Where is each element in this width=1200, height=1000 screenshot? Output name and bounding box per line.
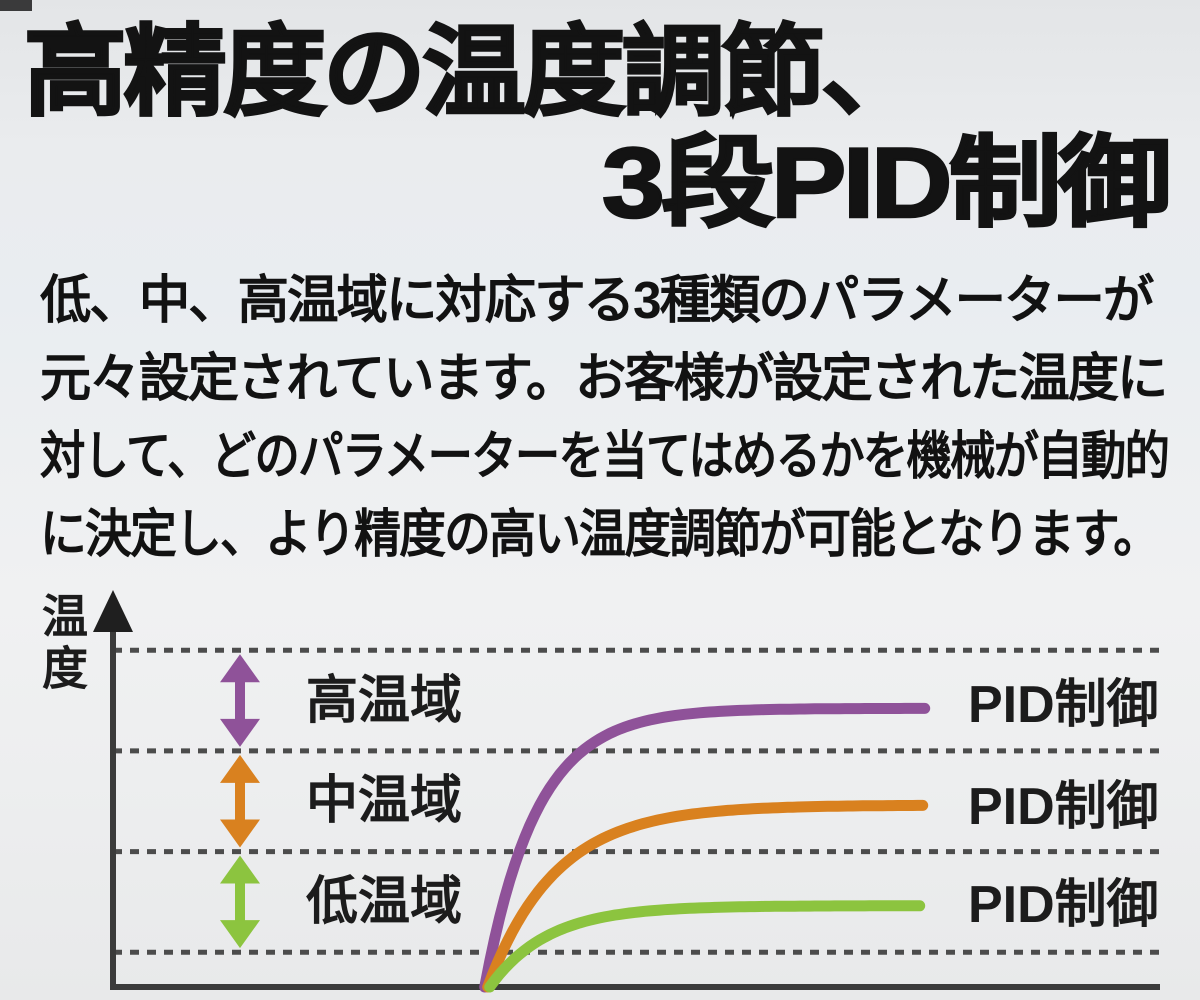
page-title-line1-text: 高精度の温度調節、 [23, 16, 926, 127]
chart-canvas [93, 590, 1162, 993]
pid-control-label-mid: PID制御 [968, 778, 1159, 836]
description-paragraph: 低、中、高温域に対応する3種類のパラメーターが 元々設定されています。お客様が設… [40, 262, 1170, 574]
zone-label-low: 低温域 [306, 873, 463, 931]
description-line-2: 元々設定されています。お客様が設定された温度に [40, 350, 1168, 408]
page-title-line1: 高精度の温度調節、 [23, 17, 926, 127]
pid-control-label-high: PID制御 [968, 676, 1159, 734]
pid-control-label-low: PID制御 [968, 876, 1159, 934]
zone-label-mid: 中温域 [306, 772, 463, 830]
zone-label-high: 高温域 [306, 672, 463, 730]
page-title-line2-text: 3段PID制御 [600, 127, 1172, 238]
temperature-pid-chart: 温度 高温域 中温域 低温域 PID制御 PID制御 PID制御 [0, 580, 1200, 1000]
page-title-line2: 3段PID制御 [600, 128, 1172, 238]
description-line-1: 低、中、高温域に対応する3種類のパラメーターが [40, 272, 1154, 330]
description-line-3: 対して、どのパラメーターを当てはめるかを機械が自動的 [40, 428, 1170, 486]
scan-corner-artifact [0, 0, 32, 11]
y-axis-label: 温度 [36, 592, 88, 696]
description-line-4: に決定し、より精度の高い温度調節が可能となります。 [40, 506, 1160, 564]
